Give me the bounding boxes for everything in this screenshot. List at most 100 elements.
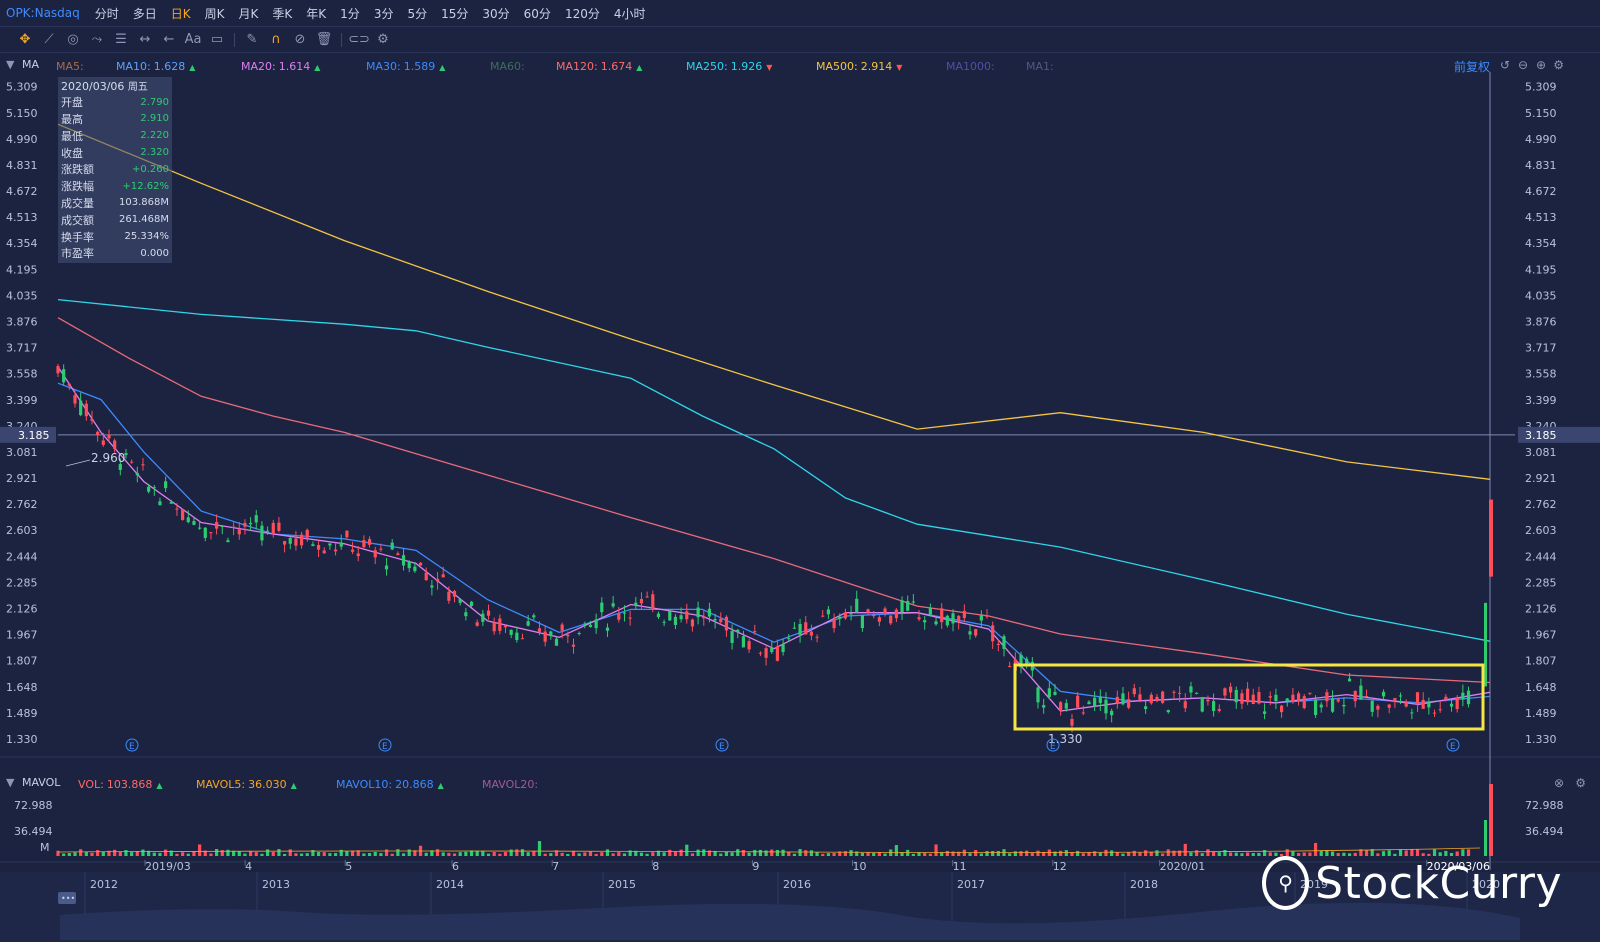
vol-legend-item[interactable]: MAVOL10: 20.868 ▲ [336,778,444,791]
volume-bar [957,851,961,856]
fib-icon[interactable]: ☰ [115,32,127,47]
ma-legend-item[interactable]: MA500: 2.914 ▼ [816,60,903,73]
undo-icon[interactable]: ↺ [1499,58,1510,72]
period-tab[interactable]: 多日 [132,6,157,21]
collapse-vol-icon[interactable]: ▼ [6,776,15,789]
zoom-out-icon[interactable]: ⊖ [1517,58,1528,72]
zoom-in-icon[interactable]: ⊕ [1535,58,1546,72]
volume-bar [62,853,66,856]
candle-body [656,613,661,618]
info-date: 2020/03/06 周五 [61,79,148,93]
volume-bar [815,852,819,856]
period-tab[interactable]: 分时 [94,6,119,21]
trash-icon[interactable]: 🗑 [315,32,333,47]
candle-body [441,574,445,578]
close-pane-icon[interactable]: ⊗ [1553,776,1564,790]
pencil-icon[interactable]: ✎ [246,32,258,47]
candle-body [900,600,904,612]
volume-bar [1166,849,1170,856]
volume-bar [1161,853,1165,856]
vol-settings-icon[interactable]: ⚙ [1575,776,1586,790]
info-value: +12.62% [122,180,169,192]
candle-body [945,615,949,626]
adjust-mode-button[interactable]: 前复权 [1453,60,1490,74]
info-value: 2.220 [140,130,169,142]
collapse-ma-icon[interactable]: ▼ [6,58,15,71]
move-icon[interactable]: ✥ [19,32,31,47]
y-tick-left: 3.240 [6,420,38,433]
volume-bar [662,852,666,856]
pattern-icon[interactable]: ⤳ [91,32,103,47]
period-tab[interactable]: 4小时 [613,6,646,21]
ma-legend-item[interactable]: MA5: [56,60,84,73]
ma-line-ma500 [57,123,1491,480]
period-tab[interactable]: 120分 [564,6,600,21]
x-month-label: 11 [953,860,967,873]
volume-bar [838,851,842,856]
period-tab[interactable]: 15分 [441,6,469,21]
candle-body [747,641,751,650]
candle-body [1251,694,1255,704]
volume-bar [656,850,661,856]
y-tick-right: 1.489 [1525,707,1557,720]
ma-line-ma20 [57,366,1491,712]
candle-body [1138,694,1142,701]
ma-legend-item[interactable]: MA1000: [946,60,995,73]
draw-line-icon[interactable]: ⟋ [44,32,54,47]
volume-bar [747,852,751,856]
volume-bar [328,853,332,856]
arrow-icon[interactable]: ← [163,32,175,47]
ma-legend-item[interactable]: MA120: 1.674 ▲ [556,60,643,73]
volume-bar [249,851,253,856]
info-row: 涨跌额 +0.260 [58,161,172,178]
volume-bar [1155,850,1159,856]
candle-body [1212,701,1216,712]
link-icon[interactable]: ⊂⊃ [348,32,370,47]
candle-body [1189,686,1193,693]
volume-bar [96,850,100,856]
y-tick-left: 3.081 [6,446,38,459]
y-tick-right: 1.807 [1525,655,1557,668]
measure-icon[interactable]: ↔ [139,32,151,47]
candle-body [316,544,321,550]
shape-icon[interactable]: ◎ [67,32,79,47]
period-tab[interactable]: 周K [204,6,225,21]
period-tab[interactable]: 1分 [340,6,360,21]
volume-bar [441,852,445,856]
x-month-label: 12 [1053,860,1067,873]
chart-settings-icon[interactable]: ⚙ [1553,58,1564,72]
vol-legend-item[interactable]: MAVOL5: 36.030 ▲ [196,778,297,791]
period-tab[interactable]: 年K [306,6,327,21]
ma-legend-item[interactable]: MA250: 1.926 ▼ [686,60,773,73]
period-tab[interactable]: 季K [272,6,293,21]
ma-legend-item[interactable]: MA20: 1.614 ▲ [241,60,321,73]
candle-body [713,618,717,621]
note-icon[interactable]: ▭ [210,32,224,47]
period-tab[interactable]: 5分 [407,6,428,21]
volume-bar [305,853,309,856]
candle-body [906,601,910,611]
magnet-icon[interactable]: ∩ [271,32,281,47]
symbol-label[interactable]: OPK:Nasdaq [6,6,80,20]
y-tick-left: 1.330 [6,733,38,746]
candle-body [152,487,156,489]
ma-legend-item[interactable]: MA60: [490,60,525,73]
hide-icon[interactable]: ⊘ [294,32,306,47]
vol-legend-item[interactable]: MAVOL20: [482,778,539,791]
vol-legend-item[interactable]: VOL: 103.868 ▲ [78,778,163,791]
period-tab[interactable]: 3分 [373,6,394,21]
period-tab[interactable]: 月K [238,6,259,21]
period-tab[interactable]: 30分 [482,6,510,21]
x-month-label: 2019/03 [145,860,191,873]
candle-body [299,534,304,546]
ma-legend-item[interactable]: MA30: 1.589 ▲ [366,60,446,73]
candle-body [770,647,774,653]
ma-legend-item[interactable]: MA1: [1026,60,1054,73]
text-icon[interactable]: Aa [184,32,202,47]
period-tab[interactable]: 日K [170,6,191,21]
settings-icon[interactable]: ⚙ [377,32,389,47]
period-tab[interactable]: 60分 [523,6,551,21]
volume-bar [945,850,949,856]
ma-legend-item[interactable]: MA10: 1.628 ▲ [116,60,196,73]
